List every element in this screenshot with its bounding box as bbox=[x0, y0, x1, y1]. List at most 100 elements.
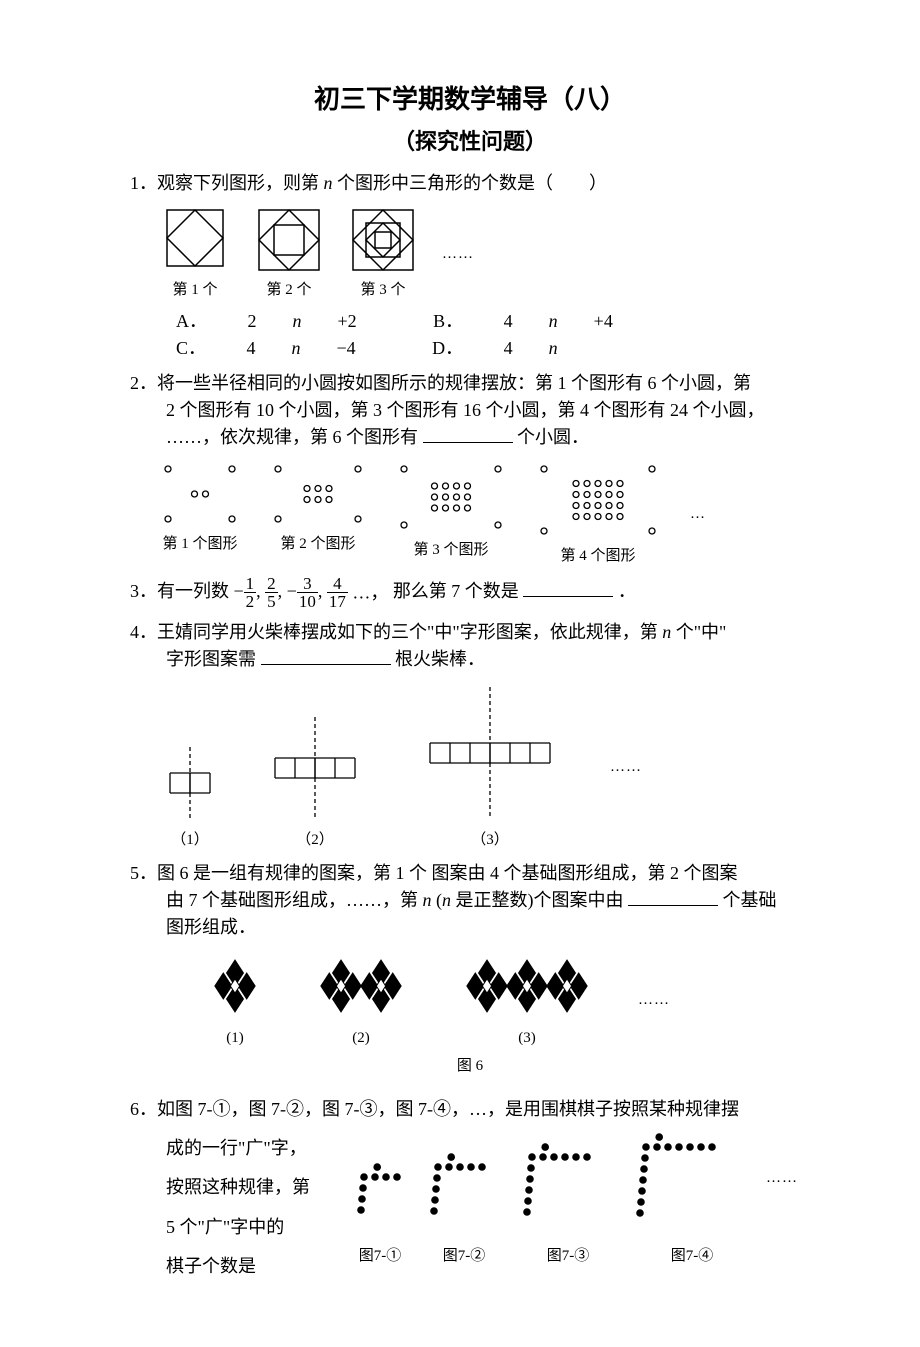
q5-figcap: 图 6 bbox=[130, 1055, 810, 1078]
q1-stem-a: 1．观察下列图形，则第 bbox=[130, 173, 319, 193]
q2-cap-2: 第 2 个图形 bbox=[270, 533, 366, 556]
blank-q2 bbox=[423, 424, 513, 443]
q4-ellipsis: …… bbox=[610, 756, 642, 779]
q4-cap-2: （2） bbox=[260, 829, 370, 852]
blank-q5 bbox=[628, 887, 718, 906]
option-a: A． 2 n +2 bbox=[176, 308, 393, 335]
q4-fig-3: （3） bbox=[410, 683, 570, 852]
q3-ellipsis: …， bbox=[352, 583, 388, 603]
q2-fig-3: 第 3 个图形 bbox=[396, 461, 506, 562]
blank-q3 bbox=[523, 578, 613, 597]
question-2: 2．将一些半径相同的小圆按如图所示的规律摆放：第 1 个图形有 6 个小圆，第 … bbox=[130, 370, 810, 451]
opt-b-label: B． bbox=[433, 308, 463, 335]
q5-l2d: 个基础 bbox=[723, 890, 777, 910]
blank-q4 bbox=[261, 646, 391, 665]
option-c: C． 4 n −4 bbox=[176, 335, 392, 362]
q6-figures: 图7-① 图7-② 图7-③ 图7-④ …… bbox=[350, 1129, 798, 1268]
q5-l2c: 是正整数)个图案中由 bbox=[456, 890, 624, 910]
q4-fig-2: （2） bbox=[260, 713, 370, 852]
q6-fig-2: 图7-② bbox=[424, 1149, 504, 1268]
q1-stem-b: 个图形中三角形的个数是（ ） bbox=[337, 173, 607, 193]
q1-fig-1: 第 1 个 bbox=[160, 207, 230, 302]
q5-l1: 5．图 6 是一组有规律的图案，第 1 个 图案由 4 个基础图形组成，第 2 … bbox=[130, 860, 810, 887]
q2-cap-3: 第 3 个图形 bbox=[396, 539, 506, 562]
q2-cap-1: 第 1 个图形 bbox=[160, 533, 240, 556]
q2-fig-4: 第 4 个图形 bbox=[536, 461, 660, 568]
opt-b-var: n bbox=[549, 308, 558, 335]
opt-a-l: 2 bbox=[248, 308, 257, 335]
q1-cap-3: 第 3 个 bbox=[348, 279, 418, 302]
q2-l2: 2 个图形有 10 个小圆，第 3 个图形有 16 个小圆，第 4 个图形有 2… bbox=[130, 397, 810, 424]
q4-l1a: 4．王婧同学用火柴棒摆成如下的三个"中"字形图案，依此规律，第 bbox=[130, 622, 658, 642]
q5-cap-2: (2) bbox=[306, 1027, 416, 1050]
q6-cap-2: 图7-② bbox=[424, 1245, 504, 1268]
option-d: D． 4 n bbox=[432, 335, 630, 362]
q2-l3a: ……，依次规律，第 6 个图形有 bbox=[166, 427, 418, 447]
q6-left-text: 成的一行"广"字， 按照这种规律，第 5 个"广"字中的 棋子个数是 bbox=[166, 1129, 336, 1287]
q5-figures: (1) (2) (3) …… bbox=[200, 951, 810, 1050]
q2-figures: 第 1 个图形 第 2 个图形 第 3 个图形 第 4 个图形 … bbox=[160, 461, 810, 568]
q6-ll1: 成的一行"广"字， bbox=[166, 1129, 336, 1169]
opt-d-var: n bbox=[549, 335, 558, 362]
q1-fig-2: 第 2 个 bbox=[254, 207, 324, 302]
q2-l1: 2．将一些半径相同的小圆按如图所示的规律摆放：第 1 个图形有 6 个小圆，第 bbox=[130, 370, 810, 397]
page-title: 初三下学期数学辅导（八） bbox=[130, 80, 810, 119]
opt-b-r: +4 bbox=[594, 308, 613, 335]
q6-cap-3: 图7-③ bbox=[518, 1245, 618, 1268]
q5-ellipsis: …… bbox=[638, 989, 670, 1012]
q4-fig-1: （1） bbox=[160, 743, 220, 852]
opt-a-label: A． bbox=[176, 308, 207, 335]
q5-fig-2: (2) bbox=[306, 951, 416, 1050]
q1-figures: 第 1 个 第 2 个 第 3 个 …… bbox=[160, 207, 810, 302]
q2-l3: ……，依次规律，第 6 个图形有 个小圆． bbox=[130, 424, 810, 451]
q4-l1b: 个"中" bbox=[676, 622, 727, 642]
opt-d-l: 4 bbox=[504, 335, 513, 362]
question-3: 3．有一列数 −12, 25, −310, 417 …， 那么第 7 个数是 ． bbox=[130, 575, 810, 611]
q3-sequence: −12, 25, −310, 417 bbox=[234, 581, 353, 601]
q2-fig-2: 第 2 个图形 bbox=[270, 461, 366, 556]
q1-fig-3: 第 3 个 bbox=[348, 207, 418, 302]
q4-l2b: 根火柴棒． bbox=[395, 649, 485, 669]
variable-n: n bbox=[324, 173, 333, 193]
q5-cap-1: (1) bbox=[200, 1027, 270, 1050]
q5-cap-3: (3) bbox=[452, 1027, 602, 1050]
opt-c-l: 4 bbox=[247, 335, 256, 362]
q2-fig-1: 第 1 个图形 bbox=[160, 461, 240, 556]
opt-d-label: D． bbox=[432, 335, 463, 362]
q4-l2: 字形图案需 根火柴棒． bbox=[130, 646, 810, 673]
q6-ll2: 按照这种规律，第 bbox=[166, 1168, 336, 1208]
q1-cap-1: 第 1 个 bbox=[160, 279, 230, 302]
opt-c-r: −4 bbox=[337, 335, 356, 362]
q4-cap-3: （3） bbox=[410, 829, 570, 852]
q1-ellipsis: …… bbox=[442, 243, 474, 266]
option-b: B． 4 n +4 bbox=[433, 308, 649, 335]
opt-a-var: n bbox=[293, 308, 302, 335]
q5-l2a: 由 7 个基础图形组成，……，第 bbox=[166, 890, 418, 910]
q4-figures: （1） （2） （3） …… bbox=[160, 683, 810, 852]
q1-cap-2: 第 2 个 bbox=[254, 279, 324, 302]
question-5: 5．图 6 是一组有规律的图案，第 1 个 图案由 4 个基础图形组成，第 2 … bbox=[130, 860, 810, 941]
opt-a-r: +2 bbox=[338, 308, 357, 335]
question-6: 6．如图 7-①，图 7-②，图 7-③，图 7-④，…，是用围棋棋子按照某种规… bbox=[130, 1096, 810, 1123]
q6-cap-4: 图7-④ bbox=[632, 1245, 752, 1268]
question-4: 4．王婧同学用火柴棒摆成如下的三个"中"字形图案，依此规律，第 n 个"中" 字… bbox=[130, 619, 810, 673]
q6-fig-1: 图7-① bbox=[350, 1159, 410, 1268]
opt-c-var: n bbox=[292, 335, 301, 362]
q3-pre: 3．有一列数 bbox=[130, 581, 229, 601]
page-subtitle: （探究性问题） bbox=[130, 125, 810, 158]
q5-fig-3: (3) bbox=[452, 951, 602, 1050]
q6-ll3: 5 个"广"字中的 bbox=[166, 1208, 336, 1248]
q2-cap-4: 第 4 个图形 bbox=[536, 545, 660, 568]
opt-c-label: C． bbox=[176, 335, 206, 362]
q3-post-a: 那么第 7 个数是 bbox=[393, 581, 519, 601]
q2-l3b: 个小圆． bbox=[517, 427, 589, 447]
opt-b-l: 4 bbox=[504, 308, 513, 335]
q3-post-b: ． bbox=[618, 581, 636, 601]
variable-n-q5b: n bbox=[442, 890, 451, 910]
q5-l2: 由 7 个基础图形组成，……，第 n (n 是正整数)个图案中由 个基础 bbox=[130, 887, 810, 914]
variable-n-q4: n bbox=[662, 622, 671, 642]
q6-fig-3: 图7-③ bbox=[518, 1139, 618, 1268]
q2-ellipsis: … bbox=[690, 503, 706, 526]
q6-fig-4: 图7-④ bbox=[632, 1129, 752, 1268]
q1-options: A． 2 n +2 B． 4 n +4 C． 4 n −4 D． 4 n bbox=[130, 308, 810, 362]
